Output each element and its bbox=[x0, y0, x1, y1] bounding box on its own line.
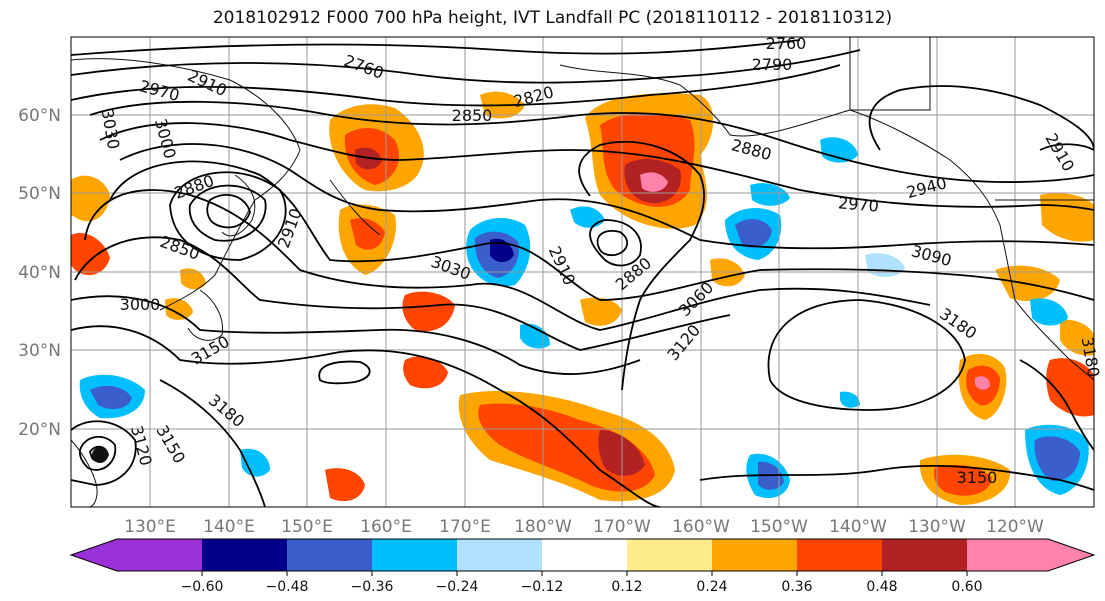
contour-label: 3000 bbox=[120, 295, 161, 314]
ivt-shading bbox=[71, 91, 1094, 505]
colorbar-segment bbox=[202, 539, 288, 571]
lon-label: 140°E bbox=[203, 517, 255, 537]
colorbar-segment bbox=[457, 539, 543, 571]
colorbar-segment bbox=[967, 539, 1048, 571]
plot-frame bbox=[70, 36, 1095, 508]
colorbar-tick-label: −0.12 bbox=[521, 579, 564, 595]
map-title: 2018102912 F000 700 hPa height, IVT Land… bbox=[212, 8, 893, 28]
lon-label: 150°W bbox=[750, 517, 808, 537]
contour-label: 2850 bbox=[452, 106, 493, 125]
colorbar-tick-label: −0.36 bbox=[351, 579, 394, 595]
lon-label: 160°W bbox=[672, 517, 730, 537]
colorbar-tick-label: −0.60 bbox=[181, 579, 224, 595]
colorbar-segment bbox=[712, 539, 798, 571]
colorbar-segment bbox=[627, 539, 713, 571]
colorbar-tick-label: 0.48 bbox=[866, 579, 897, 595]
colorbar-segment bbox=[117, 539, 203, 571]
contour-label: 2970 bbox=[837, 193, 879, 215]
colorbar-outline bbox=[69, 538, 1096, 572]
colorbar-segment bbox=[882, 539, 968, 571]
height-contours bbox=[71, 39, 1094, 507]
graticule bbox=[71, 37, 1094, 507]
lon-label: 130°W bbox=[908, 517, 966, 537]
colorbar-extend-low bbox=[71, 539, 117, 571]
lon-label: 120°W bbox=[986, 517, 1044, 537]
lat-label: 20°N bbox=[18, 420, 61, 440]
colorbar-extend-high bbox=[1048, 539, 1094, 571]
colorbar-tick-label: 0.36 bbox=[781, 579, 812, 595]
lon-label: 170°E bbox=[439, 517, 491, 537]
lon-label: 170°W bbox=[593, 517, 651, 537]
colorbar-tick-label: −0.48 bbox=[266, 579, 309, 595]
lon-label: 130°E bbox=[124, 517, 176, 537]
colorbar-segment bbox=[797, 539, 883, 571]
colorbar-tick-label: −0.24 bbox=[436, 579, 479, 595]
colorbar-tick-label: 0.24 bbox=[696, 579, 727, 595]
lon-label: 140°W bbox=[829, 517, 887, 537]
lat-label: 60°N bbox=[18, 106, 61, 126]
lat-label: 50°N bbox=[18, 184, 61, 204]
cyclone-marker bbox=[92, 447, 108, 463]
lon-label: 160°E bbox=[360, 517, 412, 537]
lon-label: 150°E bbox=[281, 517, 333, 537]
lat-label: 30°N bbox=[18, 341, 61, 361]
contour-label: 3150 bbox=[957, 468, 998, 487]
colorbar-tick-label: 0.12 bbox=[611, 579, 642, 595]
longitude-labels: 130°E 140°E 150°E 160°E 170°E 180°W 170°… bbox=[124, 517, 1044, 537]
lat-label: 40°N bbox=[18, 263, 61, 283]
contour-label: 2760 bbox=[766, 34, 807, 53]
colorbar-segment bbox=[287, 539, 373, 571]
colorbar-segment bbox=[542, 539, 628, 571]
lon-label: 180°W bbox=[514, 517, 572, 537]
contour-label: 2790 bbox=[752, 55, 793, 74]
colorbar-tick-label: 0.60 bbox=[951, 579, 982, 595]
colorbar-segment bbox=[372, 539, 458, 571]
latitude-labels: 60°N 50°N 40°N 30°N 20°N bbox=[18, 106, 61, 440]
colorbar: −0.60 −0.48 −0.36 −0.24 −0.12 0.12 0.24 … bbox=[69, 538, 1096, 595]
coastlines bbox=[71, 37, 1094, 507]
